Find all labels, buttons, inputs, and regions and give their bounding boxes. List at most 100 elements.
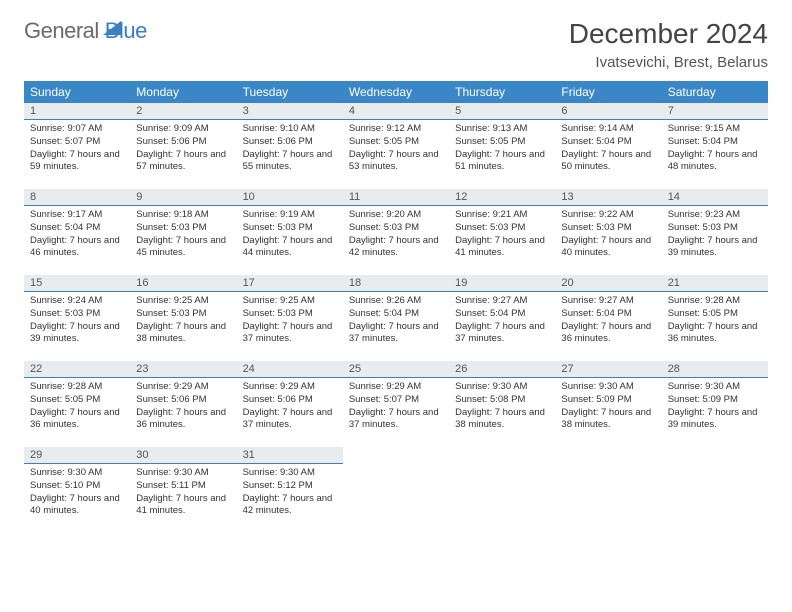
calendar-cell: 20Sunrise: 9:27 AMSunset: 5:04 PMDayligh… [555, 275, 661, 361]
day-sunrise: Sunrise: 9:10 AM [243, 123, 337, 136]
day-daylight: Daylight: 7 hours and 50 minutes. [561, 149, 655, 175]
day-header: Tuesday [237, 81, 343, 103]
calendar-week: 15Sunrise: 9:24 AMSunset: 5:03 PMDayligh… [24, 275, 768, 361]
day-number: 30 [130, 447, 236, 464]
day-sunrise: Sunrise: 9:09 AM [136, 123, 230, 136]
day-daylight: Daylight: 7 hours and 38 minutes. [561, 407, 655, 433]
day-body: Sunrise: 9:19 AMSunset: 5:03 PMDaylight:… [237, 206, 343, 262]
day-body: Sunrise: 9:27 AMSunset: 5:04 PMDaylight:… [449, 292, 555, 348]
day-number: 29 [24, 447, 130, 464]
day-body: Sunrise: 9:09 AMSunset: 5:06 PMDaylight:… [130, 120, 236, 176]
day-sunset: Sunset: 5:06 PM [136, 394, 230, 407]
day-sunrise: Sunrise: 9:30 AM [561, 381, 655, 394]
day-header: Sunday [24, 81, 130, 103]
day-daylight: Daylight: 7 hours and 40 minutes. [30, 493, 124, 519]
calendar-cell: 15Sunrise: 9:24 AMSunset: 5:03 PMDayligh… [24, 275, 130, 361]
day-daylight: Daylight: 7 hours and 37 minutes. [243, 407, 337, 433]
day-daylight: Daylight: 7 hours and 37 minutes. [349, 407, 443, 433]
day-daylight: Daylight: 7 hours and 45 minutes. [136, 235, 230, 261]
day-daylight: Daylight: 7 hours and 59 minutes. [30, 149, 124, 175]
day-number: 4 [343, 103, 449, 120]
day-body: Sunrise: 9:28 AMSunset: 5:05 PMDaylight:… [24, 378, 130, 434]
day-daylight: Daylight: 7 hours and 38 minutes. [136, 321, 230, 347]
day-daylight: Daylight: 7 hours and 40 minutes. [561, 235, 655, 261]
calendar-cell: 10Sunrise: 9:19 AMSunset: 5:03 PMDayligh… [237, 189, 343, 275]
calendar-cell: 4Sunrise: 9:12 AMSunset: 5:05 PMDaylight… [343, 103, 449, 189]
day-number: 31 [237, 447, 343, 464]
day-body: Sunrise: 9:20 AMSunset: 5:03 PMDaylight:… [343, 206, 449, 262]
day-number: 12 [449, 189, 555, 206]
calendar-cell: 18Sunrise: 9:26 AMSunset: 5:04 PMDayligh… [343, 275, 449, 361]
day-sunset: Sunset: 5:03 PM [243, 222, 337, 235]
calendar-cell [555, 447, 661, 533]
calendar-cell: 22Sunrise: 9:28 AMSunset: 5:05 PMDayligh… [24, 361, 130, 447]
day-sunrise: Sunrise: 9:13 AM [455, 123, 549, 136]
day-sunrise: Sunrise: 9:18 AM [136, 209, 230, 222]
calendar-cell: 28Sunrise: 9:30 AMSunset: 5:09 PMDayligh… [662, 361, 768, 447]
day-body: Sunrise: 9:29 AMSunset: 5:07 PMDaylight:… [343, 378, 449, 434]
calendar-cell: 24 Sunrise: 9:29 AMSunset: 5:06 PMDayligh… [237, 361, 343, 447]
calendar-cell: 9Sunrise: 9:18 AMSunset: 5:03 PMDaylight… [130, 189, 236, 275]
calendar-cell: 8Sunrise: 9:17 AMSunset: 5:04 PMDaylight… [24, 189, 130, 275]
day-sunset: Sunset: 5:05 PM [668, 308, 762, 321]
day-daylight: Daylight: 7 hours and 53 minutes. [349, 149, 443, 175]
day-sunset: Sunset: 5:10 PM [30, 480, 124, 493]
day-number: 7 [662, 103, 768, 120]
calendar-cell: 17Sunrise: 9:25 AMSunset: 5:03 PMDayligh… [237, 275, 343, 361]
day-sunset: Sunset: 5:06 PM [243, 394, 337, 407]
day-sunset: Sunset: 5:03 PM [243, 308, 337, 321]
calendar-cell: 30 Sunrise: 9:30 AMSunset: 5:11 PMDayligh… [130, 447, 236, 533]
day-header: Thursday [449, 81, 555, 103]
day-daylight: Daylight: 7 hours and 39 minutes. [668, 235, 762, 261]
day-sunset: Sunset: 5:05 PM [455, 136, 549, 149]
day-daylight: Daylight: 7 hours and 42 minutes. [349, 235, 443, 261]
day-body: Sunrise: 9:25 AMSunset: 5:03 PMDaylight:… [237, 292, 343, 348]
day-sunrise: Sunrise: 9:29 AM [243, 381, 337, 394]
day-daylight: Daylight: 7 hours and 38 minutes. [455, 407, 549, 433]
day-sunrise: Sunrise: 9:23 AM [668, 209, 762, 222]
day-sunset: Sunset: 5:03 PM [561, 222, 655, 235]
day-sunset: Sunset: 5:03 PM [136, 308, 230, 321]
day-body: Sunrise: 9:13 AMSunset: 5:05 PMDaylight:… [449, 120, 555, 176]
day-number: 24 [237, 361, 343, 378]
day-sunset: Sunset: 5:03 PM [455, 222, 549, 235]
calendar-cell: 3Sunrise: 9:10 AMSunset: 5:06 PMDaylight… [237, 103, 343, 189]
day-sunset: Sunset: 5:03 PM [349, 222, 443, 235]
calendar-cell: 2Sunrise: 9:09 AMSunset: 5:06 PMDaylight… [130, 103, 236, 189]
day-sunrise: Sunrise: 9:28 AM [30, 381, 124, 394]
day-sunrise: Sunrise: 9:22 AM [561, 209, 655, 222]
calendar-header: SundayMondayTuesdayWednesdayThursdayFrid… [24, 81, 768, 103]
calendar-cell [449, 447, 555, 533]
day-sunset: Sunset: 5:04 PM [668, 136, 762, 149]
location-subtitle: Ivatsevichi, Brest, Belarus [569, 54, 768, 71]
calendar-cell: 7Sunrise: 9:15 AMSunset: 5:04 PMDaylight… [662, 103, 768, 189]
calendar-cell: 27Sunrise: 9:30 AMSunset: 5:09 PMDayligh… [555, 361, 661, 447]
day-sunrise: Sunrise: 9:30 AM [455, 381, 549, 394]
day-sunrise: Sunrise: 9:30 AM [668, 381, 762, 394]
calendar-cell: 25Sunrise: 9:29 AMSunset: 5:07 PMDayligh… [343, 361, 449, 447]
day-body: Sunrise: 9:30 AMSunset: 5:12 PMDaylight:… [237, 464, 343, 520]
day-number: 22 [24, 361, 130, 378]
day-daylight: Daylight: 7 hours and 36 minutes. [561, 321, 655, 347]
day-sunrise: Sunrise: 9:30 AM [243, 467, 337, 480]
day-sunset: Sunset: 5:11 PM [136, 480, 230, 493]
day-daylight: Daylight: 7 hours and 41 minutes. [136, 493, 230, 519]
day-body: Sunrise: 9:24 AMSunset: 5:03 PMDaylight:… [24, 292, 130, 348]
day-number: 20 [555, 275, 661, 292]
day-number: 10 [237, 189, 343, 206]
day-number: 2 [130, 103, 236, 120]
calendar-week: 29Sunrise: 9:30 AMSunset: 5:10 PMDayligh… [24, 447, 768, 533]
day-daylight: Daylight: 7 hours and 36 minutes. [30, 407, 124, 433]
day-sunrise: Sunrise: 9:30 AM [136, 467, 230, 480]
calendar-week: 1Sunrise: 9:07 AMSunset: 5:07 PMDaylight… [24, 103, 768, 189]
day-sunrise: Sunrise: 9:19 AM [243, 209, 337, 222]
day-sunset: Sunset: 5:09 PM [561, 394, 655, 407]
day-sunrise: Sunrise: 9:24 AM [30, 295, 124, 308]
day-number: 15 [24, 275, 130, 292]
day-header: Monday [130, 81, 236, 103]
day-daylight: Daylight: 7 hours and 36 minutes. [136, 407, 230, 433]
day-sunset: Sunset: 5:04 PM [30, 222, 124, 235]
day-sunrise: Sunrise: 9:27 AM [455, 295, 549, 308]
day-body: Sunrise: 9:29 AMSunset: 5:06 PMDaylight:… [130, 378, 236, 434]
day-header: Saturday [662, 81, 768, 103]
